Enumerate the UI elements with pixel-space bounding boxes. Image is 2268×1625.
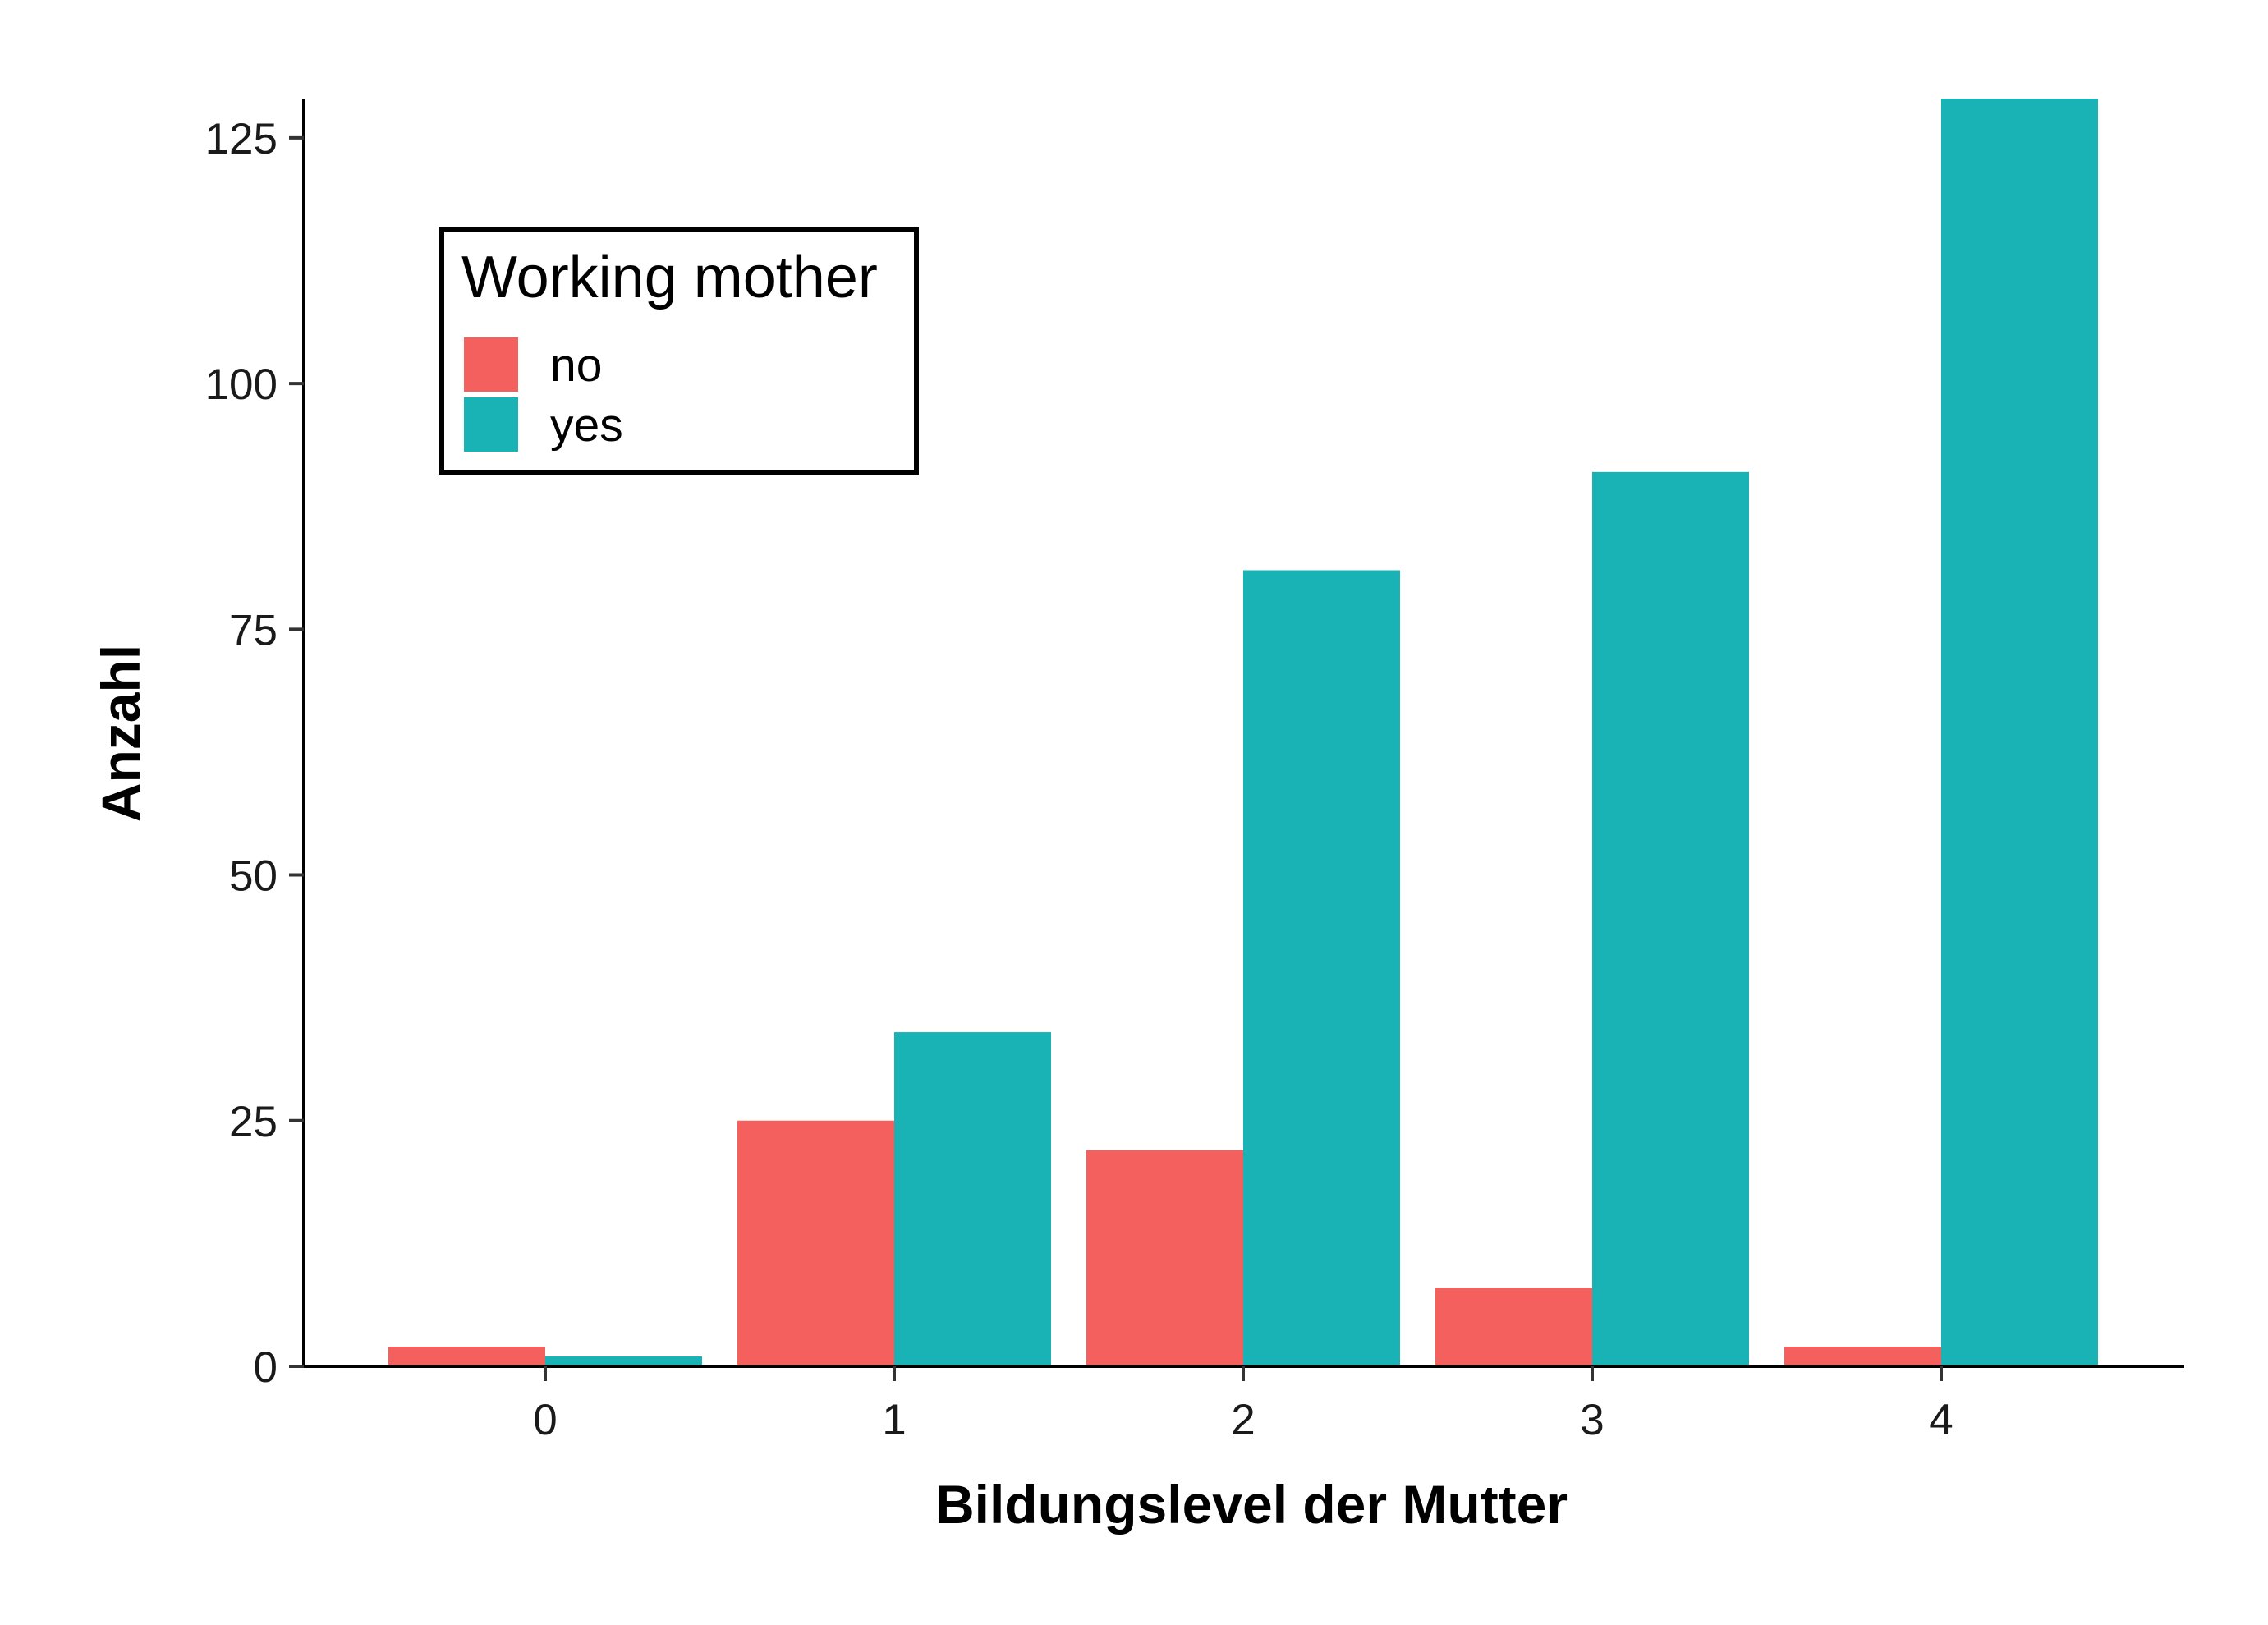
legend-title: Working mother: [461, 245, 878, 310]
bar-yes-2: [1243, 570, 1400, 1366]
y-tick-label-50: 50: [229, 852, 278, 901]
x-tick-label-2: 2: [1231, 1396, 1255, 1444]
x-axis-title: Bildungslevel der Mutter: [935, 1474, 1568, 1535]
legend-box: [439, 227, 919, 475]
y-tick-label-0: 0: [254, 1343, 278, 1392]
x-ticks: 0 1 2 3 4: [533, 1366, 1954, 1444]
x-tick-label-3: 3: [1580, 1396, 1604, 1444]
bar-yes-3: [1592, 471, 1749, 1366]
legend-swatch-no: [464, 337, 518, 392]
bar-no-1: [737, 1120, 894, 1366]
y-axis-title: Anzahl: [90, 645, 151, 822]
y-tick-label-125: 125: [205, 115, 278, 163]
bar-yes-0: [545, 1356, 702, 1366]
x-tick-label-1: 1: [882, 1396, 906, 1444]
bar-no-3: [1435, 1288, 1592, 1366]
y-tick-label-75: 75: [229, 606, 278, 654]
y-tick-label-25: 25: [229, 1098, 278, 1146]
y-ticks: 0 25 50 75 100 125: [205, 115, 304, 1392]
legend-swatch-yes: [464, 397, 518, 452]
bar-no-4: [1784, 1347, 1941, 1366]
legend-label-no: no: [550, 339, 602, 392]
y-tick-label-100: 100: [205, 360, 278, 409]
legend: Working mother no yes: [439, 227, 919, 475]
bars: [388, 99, 2098, 1366]
bar-no-0: [388, 1347, 545, 1366]
bar-yes-4: [1941, 99, 2098, 1366]
bar-yes-1: [894, 1032, 1051, 1366]
legend-label-yes: yes: [550, 399, 623, 452]
bar-no-2: [1086, 1150, 1243, 1366]
x-tick-label-0: 0: [533, 1396, 557, 1444]
x-tick-label-4: 4: [1929, 1396, 1953, 1444]
